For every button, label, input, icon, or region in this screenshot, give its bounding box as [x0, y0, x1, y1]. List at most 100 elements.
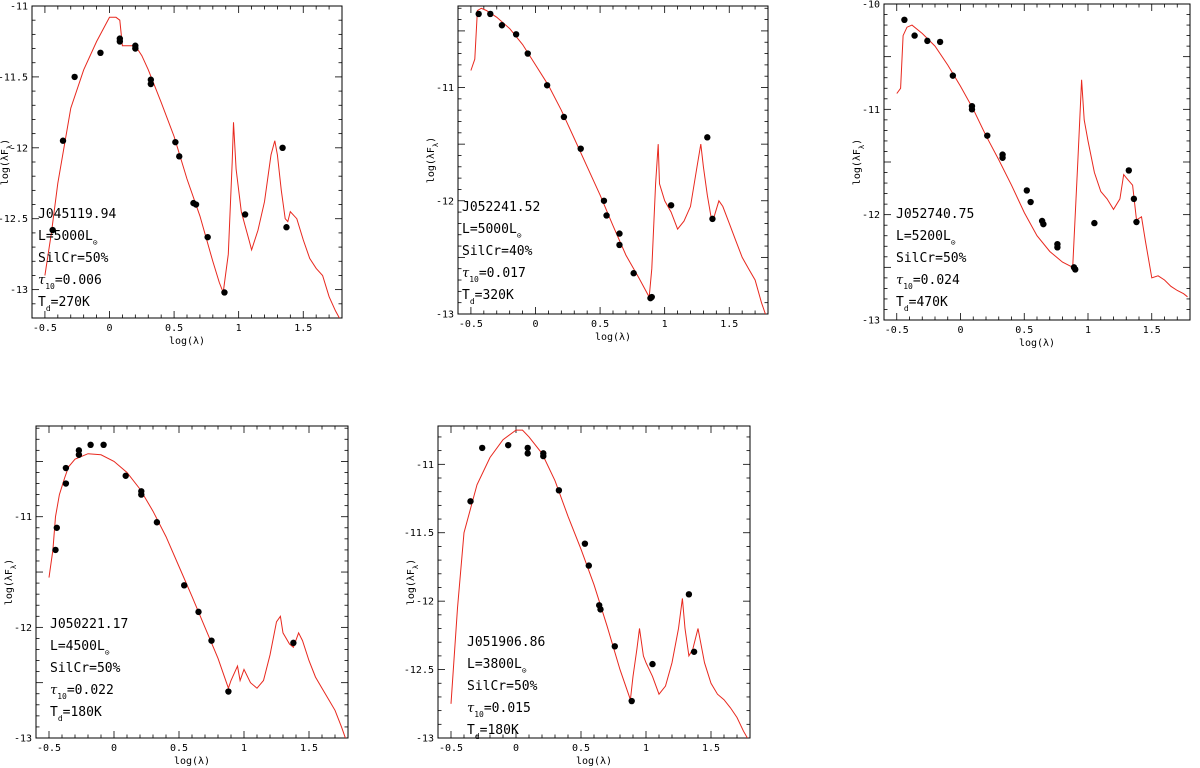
- photometry-point: [648, 293, 655, 301]
- source-id: J045119.94: [38, 207, 116, 222]
- photometry-point: [138, 491, 145, 498]
- y-tick-label: -12.5: [404, 665, 434, 676]
- luminosity: L=5000L⊙: [462, 222, 522, 240]
- luminosity: L=5200L⊙: [896, 229, 956, 247]
- x-tick-label: 0: [513, 743, 519, 754]
- y-tick-label: -11.5: [404, 528, 434, 539]
- model-sed-line: [450, 429, 748, 738]
- photometry-point: [487, 10, 494, 18]
- photometry-point: [704, 134, 711, 141]
- photometry-point: [709, 215, 716, 223]
- x-tick-label: 1.5: [300, 743, 318, 754]
- x-tick-label: 1.5: [702, 743, 720, 754]
- photometry-point: [690, 648, 698, 655]
- photometry-point: [498, 22, 506, 29]
- photometry-point: [524, 444, 531, 452]
- y-tick-label: -11: [416, 460, 434, 471]
- panel-J052241.52: -0.5 0 0.5 1 1.5 -13 -12 -11 log(λ) log(λFλ) J0522…: [426, 5, 769, 343]
- photometry-point: [176, 153, 183, 160]
- photometry-point: [290, 639, 297, 647]
- x-tick-label: 0: [532, 319, 538, 330]
- photometry-point: [649, 660, 656, 668]
- x-tick-label: 0.5: [165, 323, 183, 334]
- x-tick-label: 0.5: [591, 319, 609, 330]
- photometry-point: [524, 450, 531, 457]
- x-tick-label: -0.5: [33, 323, 57, 334]
- photometry-point: [467, 498, 474, 505]
- luminosity: L=3800L⊙: [467, 657, 527, 675]
- x-tick-label: -0.5: [37, 743, 61, 754]
- source-id: J052740.75: [896, 207, 974, 222]
- photometry-point: [577, 145, 584, 152]
- photometry-point: [100, 441, 107, 449]
- photometry-point: [600, 197, 608, 204]
- y-axis-label: log(λFλ): [406, 559, 420, 605]
- silicate-fraction: SilCr=50%: [50, 661, 121, 676]
- optical-depth: τ10=0.017: [462, 266, 526, 284]
- y-axis-label: log(λFλ): [0, 139, 14, 185]
- photometry-point: [560, 113, 568, 121]
- photometry-point: [204, 233, 211, 241]
- photometry-point: [62, 464, 70, 472]
- photometry-point: [49, 226, 56, 234]
- x-tick-label: -0.5: [459, 319, 483, 330]
- photometry-point: [524, 50, 531, 57]
- photometry-point: [1091, 219, 1098, 227]
- panel-J051906.86: -0.5 0 0.5 1 1.5 -13 -12.5 -12 -11.5 -11 log(λ) log…: [404, 425, 751, 767]
- dust-temperature: Td=320K: [462, 288, 514, 306]
- photometry-point: [1023, 187, 1030, 194]
- photometry-point: [611, 643, 618, 650]
- x-tick-label: 1: [662, 319, 668, 330]
- photometry-point: [225, 688, 232, 695]
- photometry-point: [1072, 266, 1079, 273]
- y-tick-label: -13: [10, 285, 28, 296]
- panel-J050221.17: -0.5 0 0.5 1 1.5 -13 -12 -11 log(λ) log(λFλ) J0502…: [4, 425, 349, 767]
- photometry-point: [924, 37, 931, 45]
- photometry-point: [75, 447, 83, 454]
- photometry-point: [911, 32, 918, 39]
- panel-J045119.94: -0.5 0 0.5 1 1.5 -13 -12.5 -12 -11.5 -11 log(λ) log…: [0, 2, 343, 347]
- optical-depth: τ10=0.015: [467, 701, 531, 719]
- y-tick-label: -12: [10, 143, 28, 154]
- model-sed-line: [470, 7, 766, 314]
- photometry-point: [1130, 195, 1138, 203]
- x-tick-label: 1.5: [1143, 325, 1161, 336]
- photometry-point: [685, 591, 693, 598]
- source-id: J051906.86: [467, 635, 545, 650]
- x-axis-label: log(λ): [169, 336, 205, 347]
- model-sed-line: [896, 24, 1188, 298]
- photometry-point: [122, 472, 129, 479]
- photometry-point: [667, 202, 675, 209]
- photometry-point: [1133, 218, 1140, 226]
- x-tick-label: 1: [236, 323, 242, 334]
- dust-temperature: Td=270K: [38, 295, 90, 313]
- silicate-fraction: SilCr=40%: [462, 244, 533, 259]
- photometry-point: [555, 487, 563, 494]
- photometry-point: [936, 38, 944, 46]
- photometry-point: [208, 637, 215, 644]
- photometry-point: [505, 441, 512, 449]
- photometry-point: [616, 241, 623, 249]
- photometry-point: [540, 452, 547, 460]
- photometry-point: [87, 441, 94, 449]
- plot-frame: [31, 5, 343, 319]
- y-tick-label: -13: [862, 316, 880, 327]
- x-axis-label: log(λ): [174, 756, 210, 767]
- photometry-point: [949, 72, 957, 79]
- photometry-point: [984, 132, 991, 139]
- y-tick-label: -12: [14, 623, 32, 634]
- photometry-point: [153, 519, 161, 526]
- dust-temperature: Td=180K: [50, 705, 102, 723]
- photometry-point: [279, 144, 286, 152]
- photometry-point: [283, 224, 290, 231]
- photometry-point: [616, 230, 623, 237]
- luminosity: L=5000L⊙: [38, 229, 98, 247]
- dust-temperature: Td=470K: [896, 295, 948, 313]
- silicate-fraction: SilCr=50%: [467, 679, 538, 694]
- photometry-point: [192, 201, 200, 208]
- y-tick-label: -12.5: [0, 214, 28, 225]
- x-tick-label: 0: [106, 323, 112, 334]
- optical-depth: τ10=0.024: [896, 273, 960, 291]
- photometry-point: [630, 270, 637, 277]
